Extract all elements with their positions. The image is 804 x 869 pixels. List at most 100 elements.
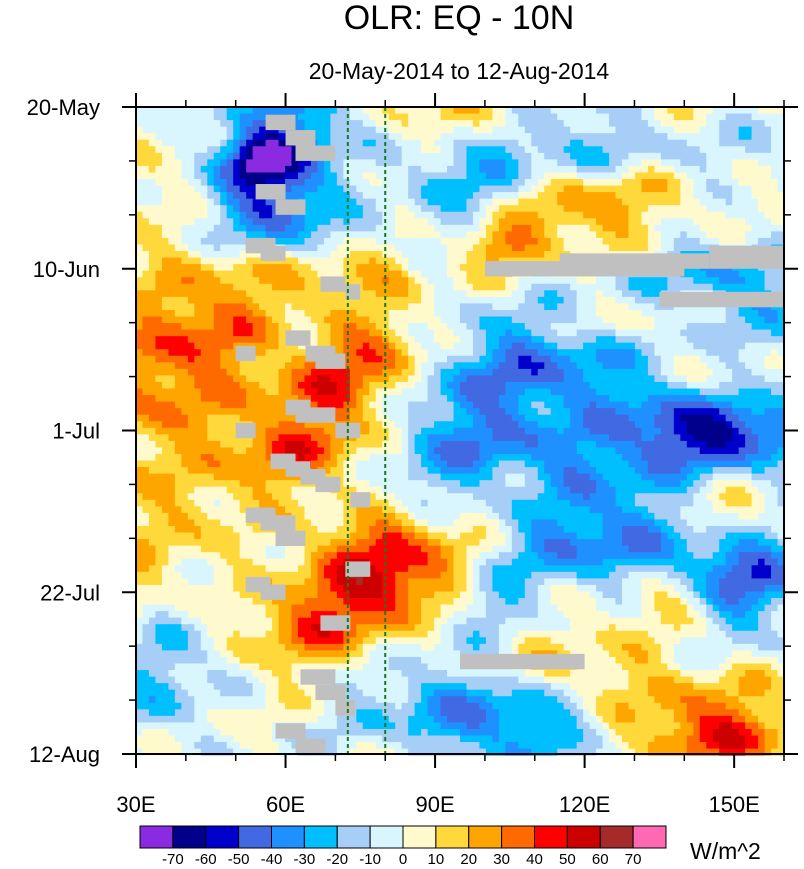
heatmap-cell [764, 336, 772, 344]
heatmap-cell [634, 303, 643, 311]
heatmap-cell [576, 414, 584, 422]
heatmap-cell [628, 192, 636, 200]
heatmap-cell [278, 303, 286, 311]
heatmap-cell [563, 277, 571, 285]
heatmap-cell [310, 251, 319, 259]
heatmap-cell [745, 224, 753, 232]
heatmap-cell [771, 355, 779, 363]
heatmap-cell [401, 231, 409, 239]
heatmap-cell [388, 368, 396, 377]
heatmap-cell [187, 172, 195, 180]
heatmap-cell [278, 179, 286, 187]
heatmap-cell [745, 113, 753, 121]
heatmap-cell [596, 309, 604, 318]
heatmap-cell [375, 205, 383, 213]
heatmap-cell [336, 146, 344, 154]
heatmap-cell [537, 120, 545, 128]
heatmap-cell [233, 211, 241, 219]
heatmap-cell [466, 165, 474, 174]
heatmap-cell [213, 421, 221, 429]
heatmap-cell [505, 388, 513, 396]
heatmap-cell [576, 349, 584, 357]
heatmap-cell [291, 342, 299, 350]
heatmap-cell [272, 152, 280, 160]
heatmap-cell [362, 277, 370, 285]
heatmap-cell [570, 414, 578, 422]
heatmap-cell [758, 120, 766, 128]
heatmap-cell [544, 224, 552, 232]
heatmap-cell [304, 381, 312, 390]
heatmap-cell [174, 336, 182, 344]
heatmap-cell [531, 152, 539, 160]
heatmap-cell [719, 421, 727, 429]
heatmap-cell [537, 205, 545, 213]
heatmap-cell [647, 179, 655, 187]
heatmap-cell [771, 120, 779, 128]
heatmap-cell [453, 329, 461, 337]
heatmap-cell [563, 362, 571, 370]
heatmap-cell [304, 283, 312, 291]
heatmap-cell [537, 146, 545, 154]
heatmap-cell [777, 218, 785, 226]
heatmap-cell [375, 381, 383, 390]
heatmap-cell [187, 342, 195, 350]
heatmap-cell [233, 231, 241, 239]
heatmap-cell [194, 323, 202, 331]
heatmap-cell [310, 165, 319, 174]
heatmap-cell [641, 427, 649, 435]
heatmap-cell [589, 414, 597, 422]
heatmap-cell [751, 231, 759, 239]
heatmap-cell [207, 290, 215, 298]
heatmap-cell [699, 316, 707, 324]
heatmap-cell [660, 185, 668, 193]
heatmap-cell [485, 113, 493, 121]
heatmap-cell [492, 368, 500, 377]
heatmap-cell [537, 408, 545, 416]
heatmap-cell [285, 224, 293, 232]
heatmap-cell [447, 251, 455, 259]
heatmap-cell [628, 309, 636, 318]
heatmap-cell [472, 388, 481, 396]
heatmap-cell [142, 381, 150, 390]
heatmap-cell [576, 198, 584, 206]
heatmap-cell [187, 146, 195, 154]
heatmap-cell [706, 192, 714, 200]
heatmap-cell [226, 303, 234, 311]
heatmap-cell [213, 264, 221, 272]
heatmap-cell [563, 231, 571, 239]
heatmap-cell [563, 192, 571, 200]
heatmap-cell [460, 185, 468, 193]
heatmap-cell [330, 211, 338, 219]
heatmap-cell [148, 375, 157, 383]
heatmap-cell [498, 401, 506, 409]
heatmap-cell [544, 211, 552, 219]
heatmap-cell [194, 414, 202, 422]
heatmap-cell [531, 395, 539, 403]
heatmap-cell [453, 296, 461, 305]
heatmap-cell [434, 316, 442, 324]
heatmap-cell [596, 185, 604, 193]
heatmap-cell [602, 107, 610, 115]
heatmap-cell [349, 270, 357, 278]
heatmap-cell [349, 329, 357, 337]
heatmap-cell [174, 211, 182, 219]
heatmap-cell [239, 179, 247, 187]
heatmap-cell [362, 107, 370, 115]
heatmap-cell [544, 362, 552, 370]
heatmap-cell [343, 159, 351, 167]
heatmap-cell [751, 408, 759, 416]
heatmap-cell [732, 336, 740, 344]
heatmap-cell [725, 421, 733, 429]
heatmap-cell [349, 146, 357, 154]
heatmap-cell [777, 172, 785, 180]
heatmap-cell [401, 303, 409, 311]
heatmap-cell [136, 224, 144, 232]
heatmap-cell [511, 277, 519, 285]
heatmap-cell [498, 133, 506, 141]
heatmap-cell [686, 244, 694, 252]
heatmap-cell [155, 126, 163, 134]
heatmap-cell [628, 342, 636, 350]
heatmap-cell [362, 120, 370, 128]
heatmap-cell [738, 355, 746, 363]
heatmap-cell [771, 231, 779, 239]
